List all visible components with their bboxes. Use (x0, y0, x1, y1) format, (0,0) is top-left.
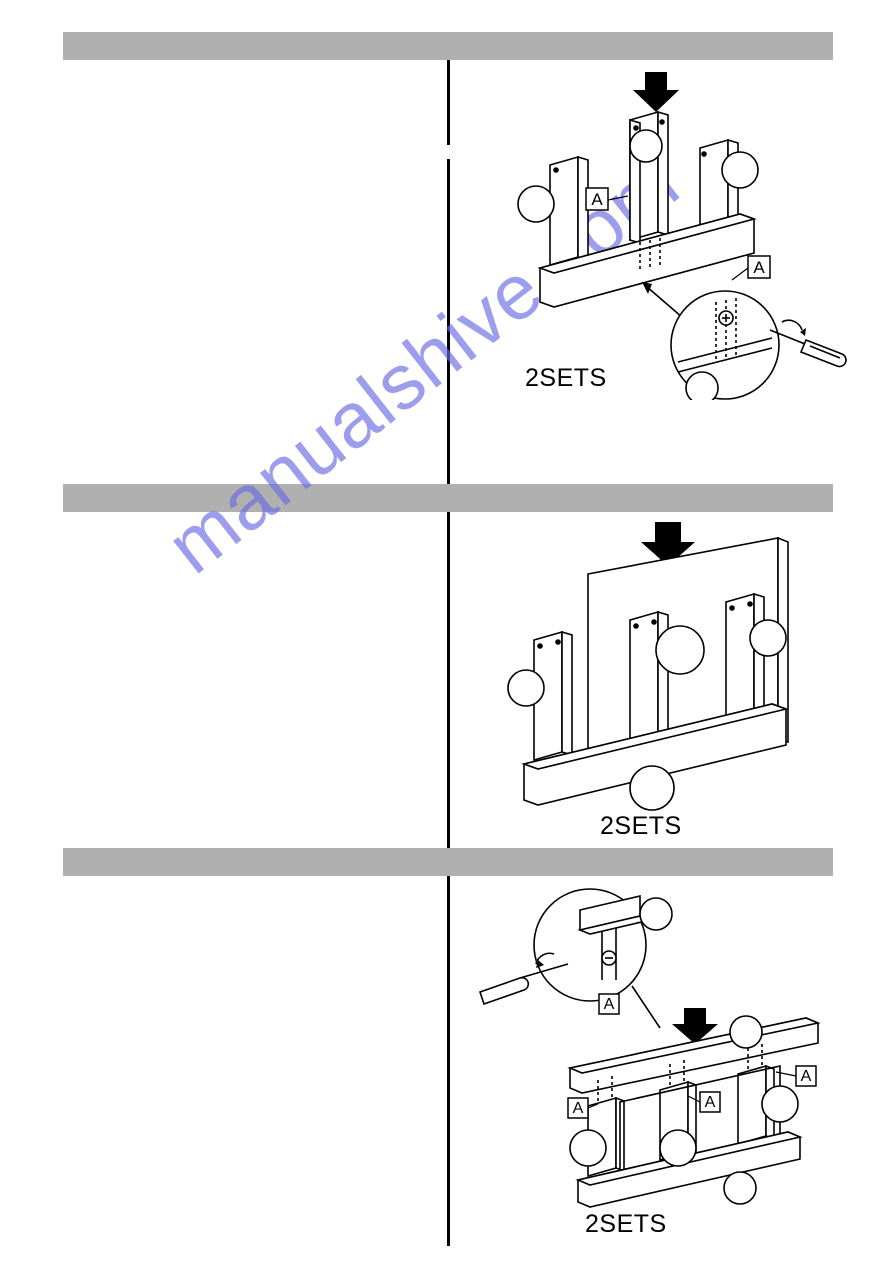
part-label-a: A (591, 190, 603, 209)
vertical-separator-2 (447, 512, 450, 848)
step2-svg (480, 520, 840, 820)
sets-label-1: 2SETS (525, 364, 607, 393)
section-divider-3 (63, 848, 833, 876)
manual-page: manualshive.com (0, 0, 893, 1263)
part-label-a: A (705, 1094, 716, 1111)
part-label-a: A (604, 996, 615, 1013)
separator-gap (447, 145, 450, 159)
vertical-separator-1 (447, 60, 450, 484)
part-label-a: A (573, 1100, 584, 1117)
assembly-diagram-step1: A A (470, 70, 870, 400)
section-divider-2 (63, 484, 833, 512)
step1-svg: A A (470, 70, 870, 400)
part-label-a: A (801, 1068, 812, 1085)
assembly-diagram-step2 (480, 520, 840, 820)
section-divider-1 (63, 32, 833, 60)
vertical-separator-3 (447, 876, 450, 1246)
sets-label-2: 2SETS (600, 812, 682, 841)
part-label-a: A (753, 258, 765, 277)
assembly-diagram-step3: A A A A (460, 880, 860, 1210)
step3-svg: A A A A (460, 880, 860, 1210)
sets-label-3: 2SETS (585, 1210, 667, 1239)
